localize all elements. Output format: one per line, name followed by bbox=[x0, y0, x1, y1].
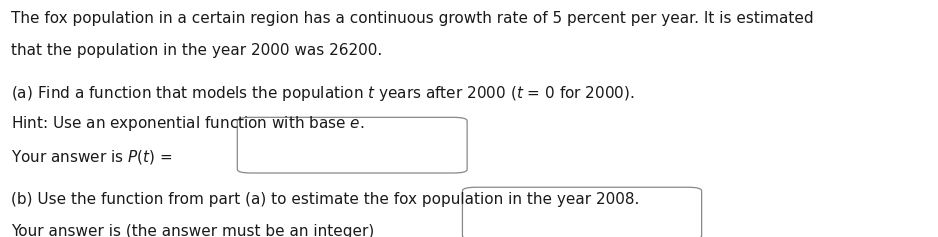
FancyBboxPatch shape bbox=[462, 187, 702, 237]
Text: (b) Use the function from part (a) to estimate the fox population in the year 20: (b) Use the function from part (a) to es… bbox=[11, 192, 640, 207]
Text: that the population in the year 2000 was 26200.: that the population in the year 2000 was… bbox=[11, 43, 383, 58]
Text: Hint: Use an exponential function with base $e$.: Hint: Use an exponential function with b… bbox=[11, 114, 365, 133]
FancyBboxPatch shape bbox=[237, 117, 467, 173]
Text: The fox population in a certain region has a continuous growth rate of 5 percent: The fox population in a certain region h… bbox=[11, 11, 814, 26]
Text: (a) Find a function that models the population $t$ years after 2000 ($t$ = 0 for: (a) Find a function that models the popu… bbox=[11, 84, 635, 103]
Text: Your answer is (the answer must be an integer): Your answer is (the answer must be an in… bbox=[11, 224, 374, 237]
Text: Your answer is $P(t)$ =: Your answer is $P(t)$ = bbox=[11, 148, 173, 166]
